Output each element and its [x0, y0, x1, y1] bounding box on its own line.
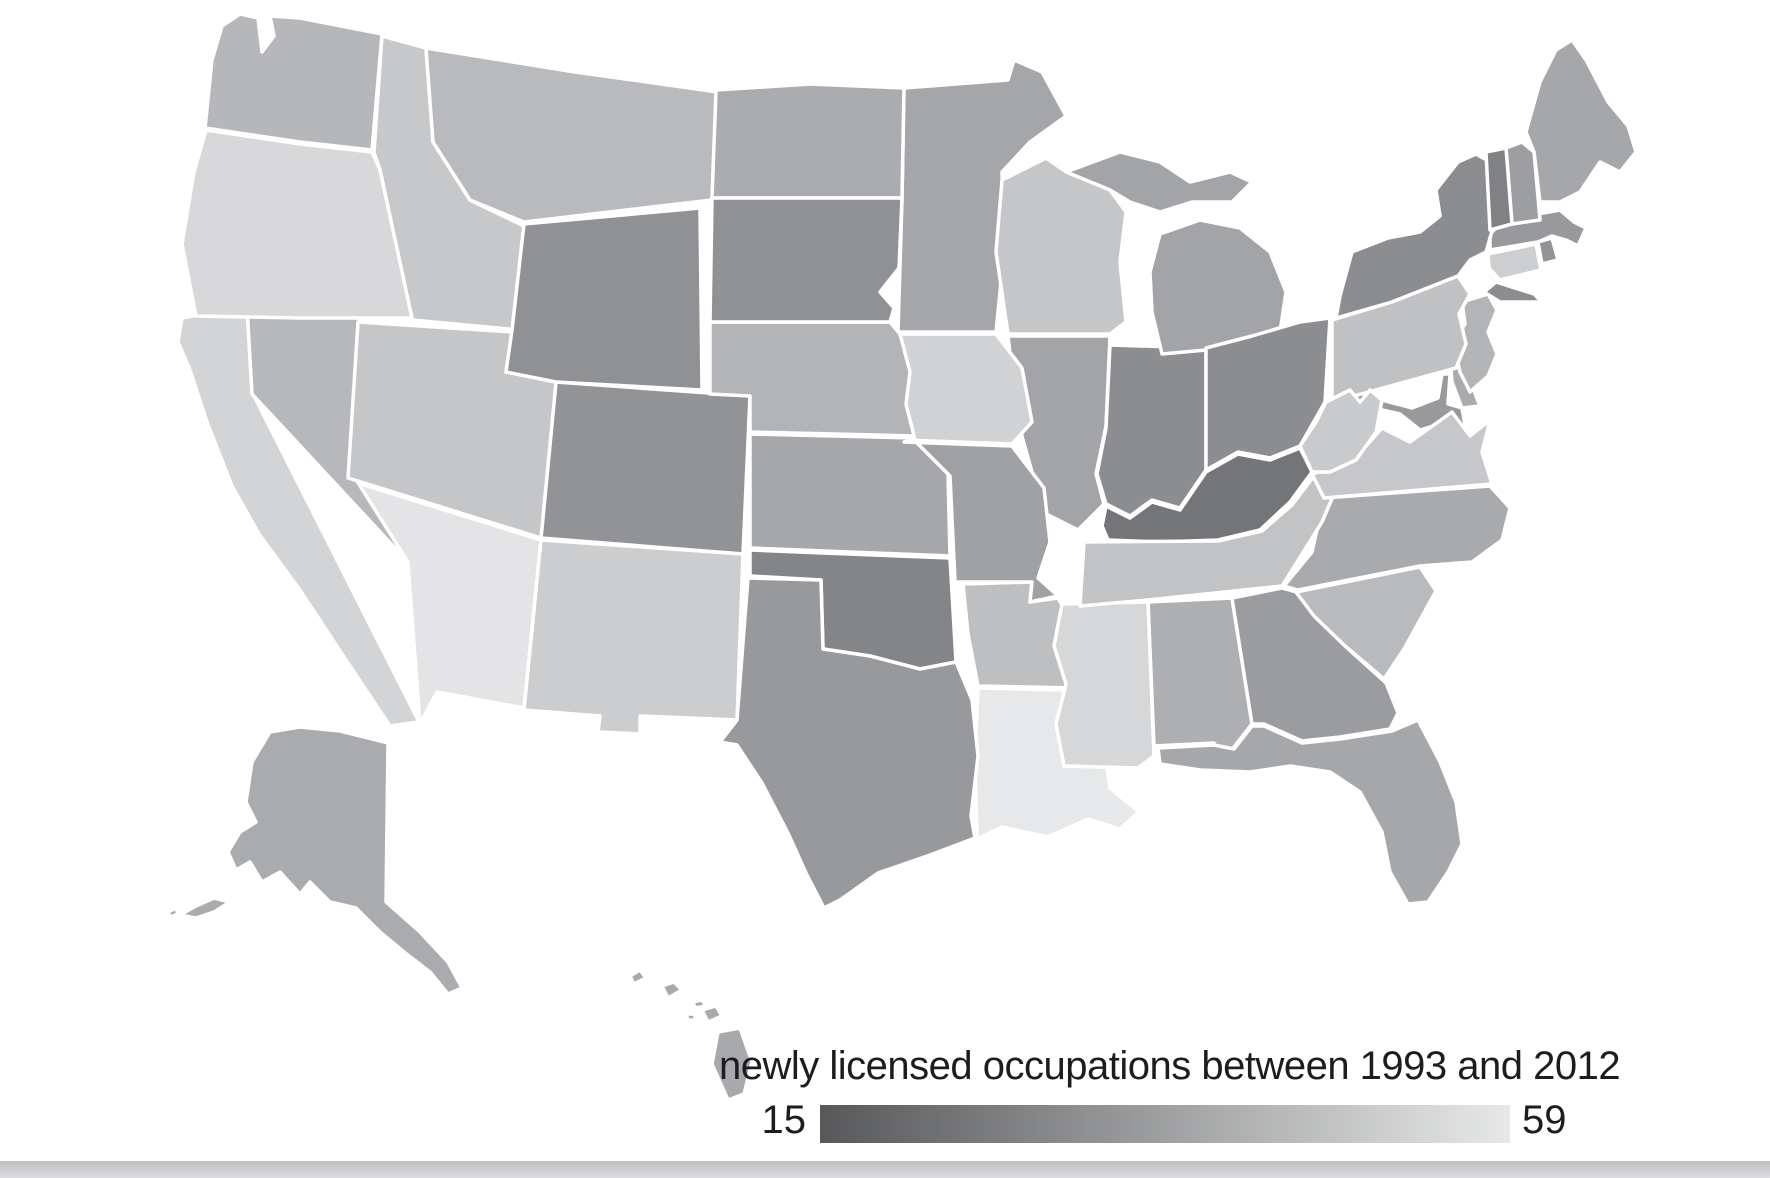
state-vermont: Vermont: 27: [1484, 146, 1514, 232]
state-rhode-island: Rhode Island: 33: [1536, 236, 1560, 266]
state-maine: Maine: 39: [1524, 38, 1638, 204]
state-mississippi: Mississippi: 54: [1052, 600, 1156, 770]
state-south-dakota: South Dakota: 32: [708, 196, 904, 324]
state-florida: Florida: 39: [1156, 718, 1464, 906]
state-west-virginia: West Virginia: 50: [1298, 388, 1384, 474]
state-missouri: Missouri: 37: [902, 438, 1060, 604]
state-connecticut: Connecticut: 51: [1486, 242, 1543, 282]
state-ohio: Ohio: 31: [1204, 316, 1332, 472]
state-texas: Texas: 35: [718, 576, 980, 910]
legend-min-label: 15: [761, 1098, 807, 1142]
state-nebraska: Nebraska: 43: [708, 320, 916, 438]
state-south-carolina: South Carolina: 45: [1294, 565, 1438, 681]
state-washington: Washington: 44: [203, 12, 384, 152]
state-oregon: Oregon: 54: [180, 128, 414, 320]
state-colorado: Colorado: 33: [539, 380, 752, 556]
state-wisconsin: Wisconsin: 49: [994, 156, 1128, 336]
state-minnesota: Minnesota: 39: [896, 58, 1068, 334]
state-kansas: Kansas: 39: [748, 432, 952, 558]
state-north-carolina: North Carolina: 40: [1282, 484, 1512, 592]
state-montana: Montana: 45: [424, 46, 720, 224]
state-hawaii: Hawaii: 40: [628, 968, 754, 1102]
legend-max-label: 59: [1522, 1098, 1567, 1142]
state-indiana: Indiana: 31: [1095, 343, 1208, 518]
legend-gradient-bar: [820, 1105, 1510, 1143]
state-north-dakota: North Dakota: 41: [710, 82, 906, 200]
state-new-mexico: New Mexico: 51: [522, 538, 745, 736]
state-alaska: Alaska: 40: [166, 725, 464, 996]
state-wyoming: Wyoming: 32: [504, 206, 704, 392]
page-bottom-edge: [0, 1160, 1770, 1178]
legend-title: newly licensed occupations between 1993 …: [719, 1044, 1621, 1088]
